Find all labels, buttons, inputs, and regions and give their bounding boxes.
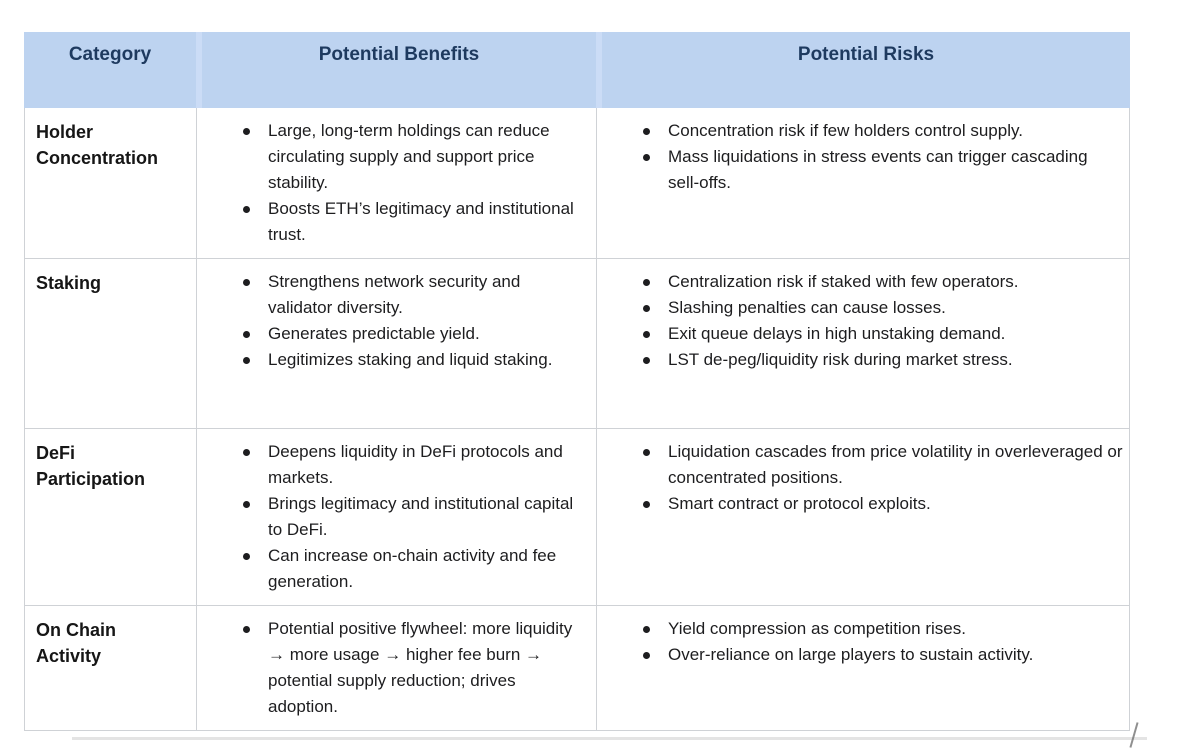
page-edge-line	[72, 737, 1147, 740]
header-potential-risks: Potential Risks	[596, 32, 1130, 108]
list-item: Can increase on-chain activity and fee g…	[241, 543, 586, 595]
list-item: Liquidation cascades from price volatili…	[641, 439, 1123, 491]
benefits-cell: Potential positive flywheel: more liquid…	[196, 606, 596, 730]
risks-cell: Centralization risk if staked with few o…	[596, 259, 1129, 428]
table-row-staking: Staking Strengthens network security and…	[25, 258, 1129, 428]
category-label: On Chain Activity	[36, 620, 116, 667]
header-potential-benefits: Potential Benefits	[196, 32, 596, 108]
risks-cell: Yield compression as competition rises. …	[596, 606, 1129, 730]
table-header-row: Category Potential Benefits Potential Ri…	[24, 32, 1130, 108]
benefits-cell: Strengthens network security and validat…	[196, 259, 596, 428]
category-label: DeFi Participation	[36, 443, 146, 490]
corner-pen-mark	[1129, 722, 1139, 748]
benefits-list: Deepens liquidity in DeFi protocols and …	[197, 429, 596, 605]
category-label: Holder Concentration	[36, 122, 159, 169]
list-item: Brings legitimacy and institutional capi…	[241, 491, 586, 543]
benefits-list: Strengthens network security and validat…	[197, 259, 596, 383]
benefits-cell: Deepens liquidity in DeFi protocols and …	[196, 429, 596, 605]
list-item: Legitimizes staking and liquid staking.	[241, 347, 586, 373]
risks-list: Liquidation cascades from price volatili…	[597, 429, 1129, 527]
list-item: Yield compression as competition rises.	[641, 616, 1123, 642]
list-item: Over-reliance on large players to sustai…	[641, 642, 1123, 668]
benefits-cell: Large, long-term holdings can reduce cir…	[196, 108, 596, 258]
list-item: Strengthens network security and validat…	[241, 269, 586, 321]
risks-list: Centralization risk if staked with few o…	[597, 259, 1129, 383]
risks-list: Concentration risk if few holders contro…	[597, 108, 1129, 206]
list-item: Slashing penalties can cause losses.	[641, 295, 1123, 321]
list-item: Smart contract or protocol exploits.	[641, 491, 1123, 517]
list-item: Generates predictable yield.	[241, 321, 586, 347]
header-category: Category	[24, 32, 196, 108]
category-cell: Staking	[25, 259, 196, 428]
list-item: Boosts ETH’s legitimacy and institutiona…	[241, 196, 586, 248]
risks-cell: Concentration risk if few holders contro…	[596, 108, 1129, 258]
list-item: Large, long-term holdings can reduce cir…	[241, 118, 586, 196]
risks-cell: Liquidation cascades from price volatili…	[596, 429, 1129, 605]
benefits-list: Large, long-term holdings can reduce cir…	[197, 108, 596, 258]
table-row-holder-concentration: Holder Concentration Large, long-term ho…	[25, 108, 1129, 258]
list-item: Deepens liquidity in DeFi protocols and …	[241, 439, 586, 491]
table-row-on-chain-activity: On Chain Activity Potential positive fly…	[25, 605, 1129, 730]
category-label: Staking	[36, 273, 102, 293]
table-row-defi-participation: DeFi Participation Deepens liquidity in …	[25, 428, 1129, 605]
category-cell: On Chain Activity	[25, 606, 196, 730]
list-item: Centralization risk if staked with few o…	[641, 269, 1123, 295]
table-body: Holder Concentration Large, long-term ho…	[24, 108, 1130, 731]
risks-list: Yield compression as competition rises. …	[597, 606, 1129, 678]
category-cell: DeFi Participation	[25, 429, 196, 605]
benefits-list: Potential positive flywheel: more liquid…	[197, 606, 596, 730]
list-item: Mass liquidations in stress events can t…	[641, 144, 1123, 196]
list-item: Potential positive flywheel: more liquid…	[241, 616, 586, 720]
benefits-risks-table: Category Potential Benefits Potential Ri…	[24, 32, 1130, 731]
list-item: Concentration risk if few holders contro…	[641, 118, 1123, 144]
list-item: LST de-peg/liquidity risk during market …	[641, 347, 1123, 373]
list-item: Exit queue delays in high unstaking dema…	[641, 321, 1123, 347]
category-cell: Holder Concentration	[25, 108, 196, 258]
